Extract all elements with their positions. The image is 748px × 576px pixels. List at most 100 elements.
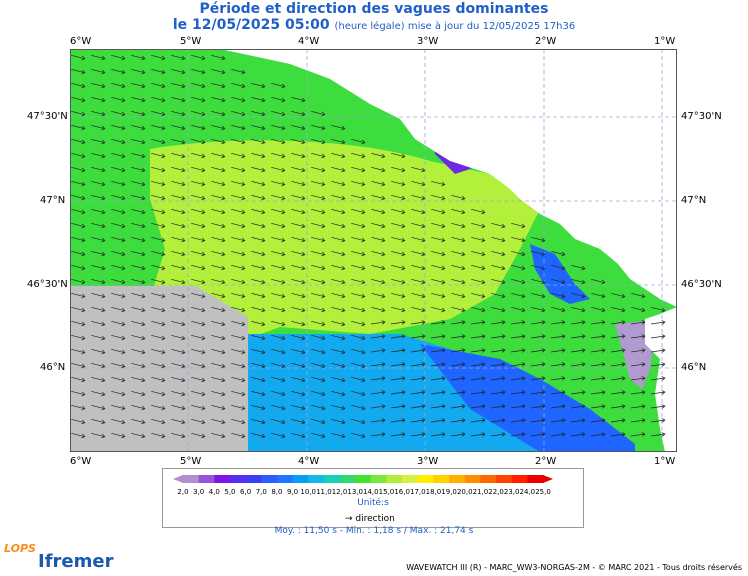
direction-arrow [411,306,426,313]
direction-arrow [651,404,666,409]
legend-tick-label: 21,0 [473,488,489,496]
direction-arrow [611,376,626,381]
direction-arrow [171,404,186,411]
direction-arrow [211,362,226,369]
direction-arrow [91,250,106,257]
legend-swatch [214,475,231,483]
lon-label-top: 5°W [180,36,202,47]
direction-label: direction [355,514,395,524]
direction-arrow [71,138,86,145]
direction-arrow [311,236,326,243]
direction-arrow [411,320,426,325]
direction-arrow [251,320,266,327]
direction-arrow [91,166,106,173]
direction-arrow [471,236,486,243]
direction-arrow [331,376,346,383]
direction-arrow [111,208,126,215]
direction-arrow [111,152,126,159]
direction-arrow [431,306,446,313]
lat-label-left: 47°30'N [27,111,68,122]
direction-arrow [91,432,106,439]
direction-arrow [491,292,506,299]
direction-arrow [111,222,126,229]
direction-arrow [331,194,346,201]
direction-arrow [631,376,646,381]
direction-arrow [491,306,506,313]
direction-arrow [91,124,106,131]
credit-line: WAVEWATCH III (R) - MARC_WW3-NORGAS-2M -… [406,563,742,572]
legend-tick-label: 20,0 [457,488,473,496]
wave-period-map [70,49,677,452]
direction-arrow [651,348,666,353]
direction-arrow [71,96,86,103]
direction-arrow [311,124,326,131]
legend-min-arrow [173,475,183,483]
direction-arrow [91,404,106,411]
direction-arrow [491,348,506,353]
direction-arrow [331,208,346,215]
direction-arrow [491,432,506,437]
direction-arrow [191,96,206,103]
direction-arrow [231,124,246,131]
direction-arrow [571,278,586,285]
direction-arrow [571,418,586,423]
direction-arrow [151,166,166,173]
statistics: Moy. : 11,50 s - Min. : 1,18 s / Max. : … [274,526,474,536]
direction-arrow [351,418,366,425]
direction-arrow [271,348,286,355]
lat-label-right: 46°N [681,362,707,373]
direction-arrow [431,362,446,367]
direction-arrow [71,418,86,425]
direction-arrow [211,390,226,397]
direction-arrow [271,334,286,341]
direction-arrow [351,348,366,355]
direction-arrow [531,334,546,339]
direction-arrow [451,376,466,381]
direction-arrow [511,348,526,353]
direction-arrow [551,320,566,325]
direction-arrow [551,404,566,409]
legend-swatch [511,475,528,483]
direction-arrow [251,96,266,103]
direction-arrow [111,110,126,117]
direction-arrow [271,96,286,103]
direction-arrow [591,376,606,381]
direction-arrow [231,194,246,201]
direction-arrow [291,180,306,187]
direction-arrow [291,292,306,299]
legend-units: Unité:s [357,498,389,508]
direction-arrow [151,292,166,299]
direction-arrow [171,110,186,117]
direction-arrow [311,376,326,383]
direction-arrow [111,404,126,411]
legend-swatch [292,475,309,483]
direction-arrow [331,222,346,229]
direction-arrow [371,390,386,395]
direction-arrow [151,110,166,117]
direction-arrow [211,320,226,327]
direction-arrow [571,390,586,395]
direction-arrow [451,418,466,423]
direction-arrow [231,250,246,257]
direction-arrow [331,348,346,355]
direction-arrow [511,292,526,299]
map-title: Période et direction des vagues dominant… [199,1,549,17]
direction-arrow [211,306,226,313]
direction-arrow [531,292,546,299]
direction-arrow [591,320,606,325]
direction-arrow [151,264,166,271]
direction-arrow [151,236,166,243]
direction-arrow [611,418,626,423]
direction-arrow [131,418,146,425]
direction-arrow [331,124,346,131]
direction-arrow [211,278,226,285]
direction-arrow [351,236,366,243]
direction-arrow [211,404,226,411]
legend-swatch [276,475,294,483]
legend-tick-label: 15,0 [379,488,395,496]
direction-arrow [251,194,266,201]
direction-arrow [411,222,426,229]
direction-arrow [171,320,186,327]
legend-swatch [261,475,278,483]
direction-arrow [351,250,366,257]
